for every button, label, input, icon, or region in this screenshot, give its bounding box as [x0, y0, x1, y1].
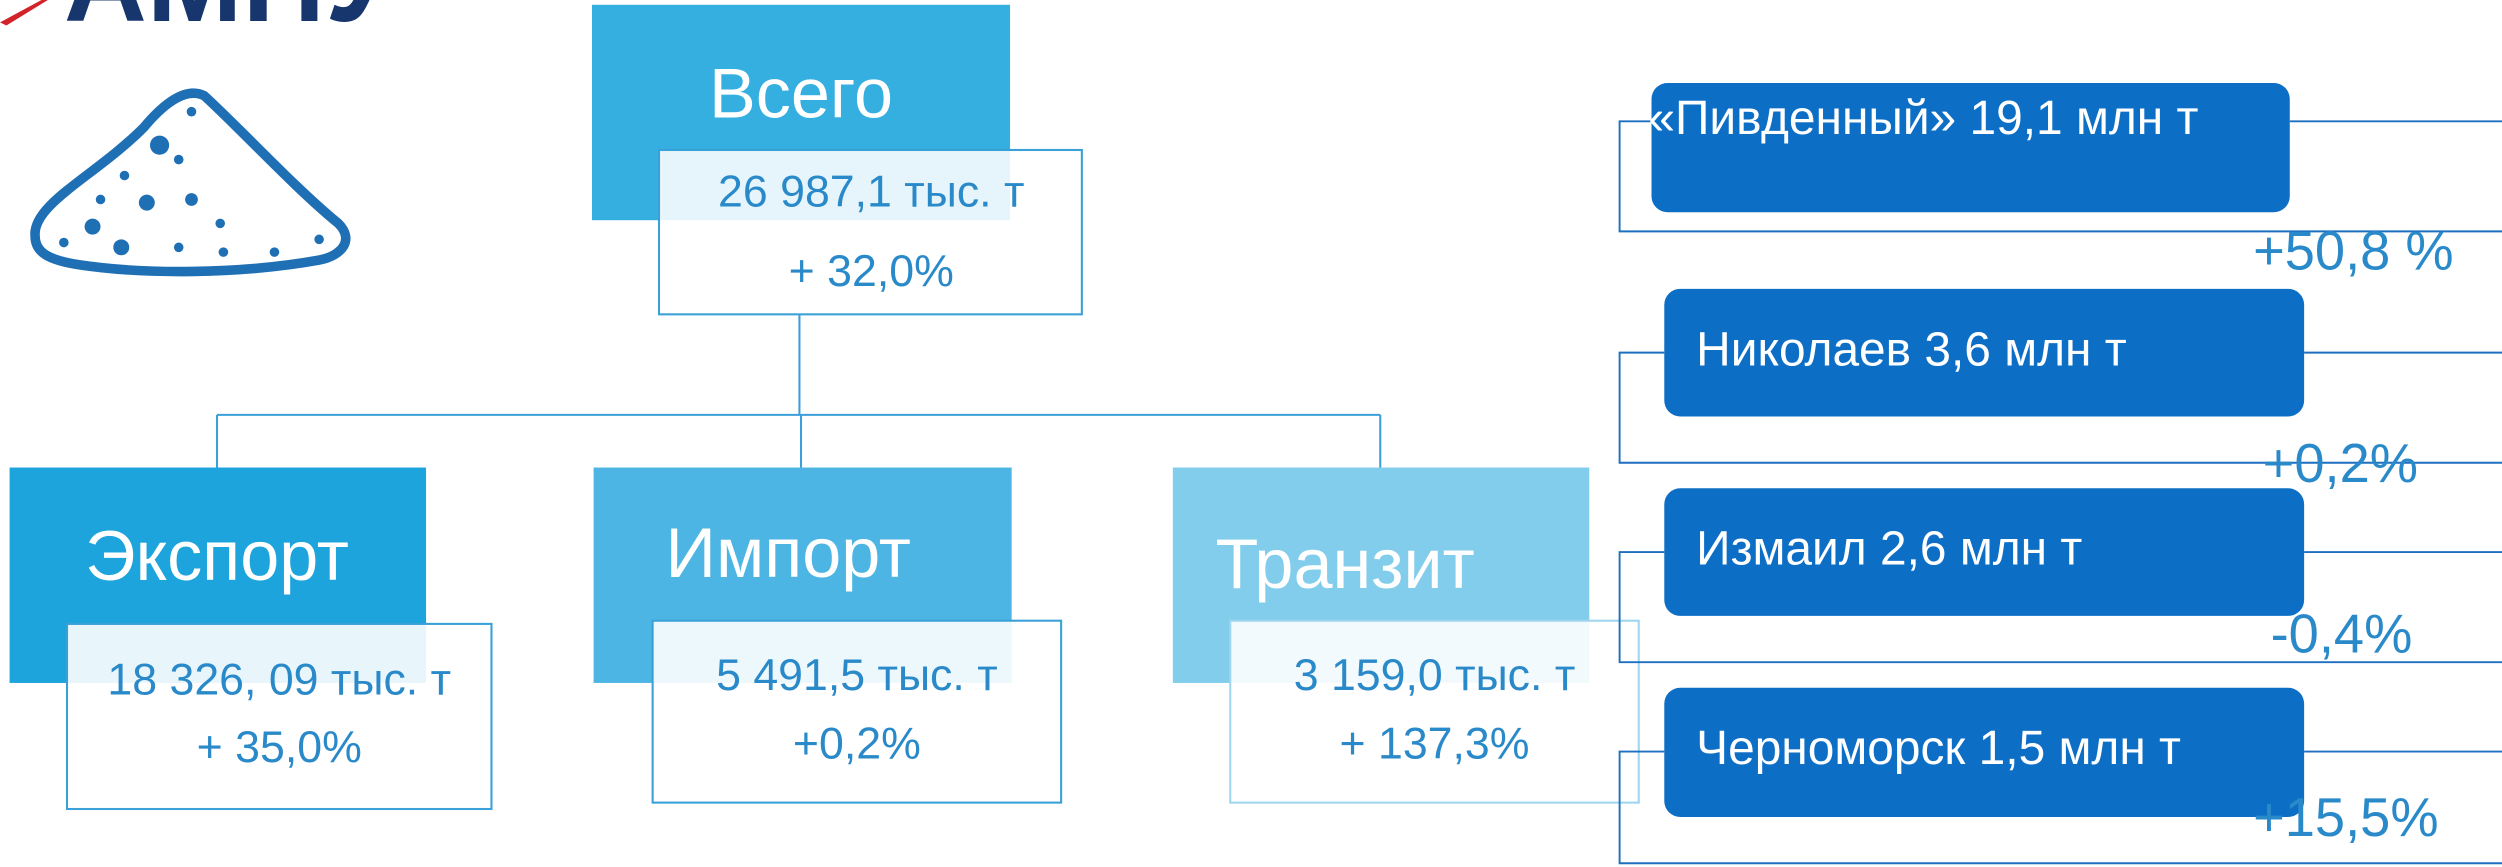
import-title: Импорт: [666, 513, 911, 592]
export-value: 18 326, 09 тыс. т: [107, 656, 451, 705]
port-name: Черноморск 1,5 млн т: [1696, 722, 2181, 775]
port-box: [1664, 488, 2305, 616]
import-change: +0,2%: [793, 720, 921, 769]
transit-title: Транзит: [1215, 524, 1474, 603]
transit-change: + 137,3%: [1340, 720, 1530, 769]
connectors: [215, 314, 1382, 468]
total-value-box: [657, 148, 1083, 316]
port-brackets: [1618, 120, 2502, 865]
logo-text: АМПУ: [64, 0, 398, 46]
sand-icon: [30, 88, 351, 277]
port-change: +15,5%: [2253, 788, 2439, 848]
port-box: [1651, 82, 2290, 213]
logo-mark: [0, 0, 48, 26]
import-value-box: [651, 619, 1063, 804]
port-change: +0,2%: [2263, 434, 2418, 494]
port-box: [1664, 687, 2305, 817]
port-change: -0,4%: [2271, 605, 2413, 665]
total-change: + 32,0%: [789, 247, 954, 296]
export-change: + 35,0%: [197, 723, 362, 772]
total-title: Всего: [709, 53, 893, 132]
port-name: «Пивденный» 19,1 млн т: [1648, 92, 2199, 146]
port-name: Измаил 2,6 млн т: [1696, 523, 2082, 576]
total-value: 26 987,1 тыс. т: [718, 167, 1024, 216]
port-name: Николаев 3,6 млн т: [1696, 323, 2127, 376]
transit-value: 3 159,0 тыс. т: [1294, 651, 1576, 700]
transit-value-box: [1229, 619, 1640, 804]
import-value: 5 491,5 тыс. т: [716, 651, 998, 700]
port-box: [1664, 288, 2305, 417]
export-title: Экспорт: [85, 516, 349, 595]
export-value-box: [65, 622, 493, 811]
port-change: +50,8 %: [2253, 222, 2454, 282]
port-name-wrap: «Пивденный» 19,1 млн т: [1648, 92, 2199, 146]
